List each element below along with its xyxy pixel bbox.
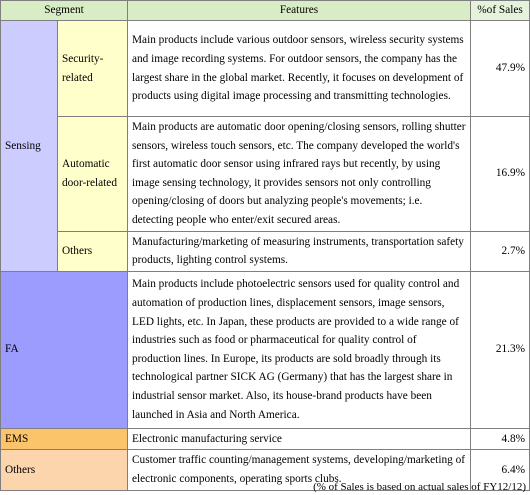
header-row: Segment Features %of Sales (0, 0, 530, 21)
row: FA Main products include photoelectric s… (0, 270, 530, 429)
segment-cell: Others (0, 449, 129, 491)
row: Sensing Security-related Main products i… (0, 20, 530, 272)
subsegment-cell: Security-related (56, 20, 129, 117)
sales-cell: 2.7% (470, 230, 530, 272)
header-cell: Segment (0, 0, 129, 21)
subsegment-cell: Others (56, 230, 129, 272)
subsegment-cell: Automatic door-related (56, 116, 129, 232)
segment-cell: Sensing (0, 20, 58, 272)
sales-cell: 21.3% (470, 270, 530, 429)
sales-cell: 6.4% (470, 449, 530, 491)
footnote: (% of Sales is based on actual sales of … (313, 481, 526, 493)
features-cell: Main products include various outdoor se… (127, 20, 472, 117)
features-cell: Main products include photoelectric sens… (127, 270, 472, 429)
segment-cell: EMS (0, 427, 129, 451)
row: Others Manufacturing/marketing of measur… (1, 230, 530, 272)
features-cell: Main products are automatic door opening… (127, 116, 472, 232)
row: Others Customer traffic counting/managem… (0, 449, 530, 491)
features-cell: Electronic manufacturing service (127, 427, 472, 451)
features-cell: Customer traffic counting/management sys… (127, 449, 472, 491)
segment-cell: FA (0, 270, 129, 429)
header-cell: %of Sales (470, 0, 530, 21)
header-cell: Features (127, 0, 472, 21)
sales-cell: 47.9% (470, 20, 530, 117)
row: EMS Electronic manufacturing service 4.8… (0, 427, 530, 451)
sales-cell: 4.8% (470, 427, 530, 451)
sales-cell: 16.9% (470, 116, 530, 232)
row: Automatic door-related Main products are… (1, 116, 530, 232)
features-cell: Manufacturing/marketing of measuring ins… (127, 230, 472, 272)
